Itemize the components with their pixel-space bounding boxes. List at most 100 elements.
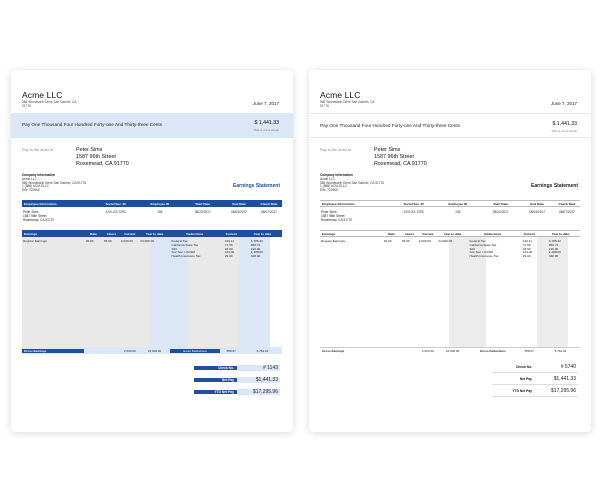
employee-id-cell: 105 (157, 210, 163, 214)
earning-rate: 20.00 (85, 239, 94, 243)
col-header: Employee Information (24, 201, 57, 206)
col-header: Start Date (493, 201, 508, 206)
company-info-line: EIN: 722960 (320, 188, 338, 193)
earnings-body: Regular Earnings 20.00 95.00 2,000.00 24… (320, 237, 580, 347)
deduction-ytd: 3,785.32 858.72 216.00 1,488.00 348.00 (548, 239, 561, 259)
deduction-ytd: 3,785.32 858.72 216.00 1,488.00 348.00 (250, 239, 263, 259)
company-header: Acme LLC 566 Woodworth Drive San Gabriel… (22, 90, 82, 108)
col-header: Rate (90, 231, 97, 236)
deduction-ytd-value: 216.00 (548, 246, 559, 251)
deduction-name: SDI (469, 246, 475, 251)
employee-row: Peter Sims 1587 96th Street Rosemead, CA… (320, 207, 580, 229)
col-header: Employee ID (448, 201, 468, 206)
amount-value: $ 1,441.33 (254, 120, 279, 126)
deduction-ytd-value: 858.72 (548, 242, 559, 247)
totals-row: Gross Earnings 2,000.00 24,000.00 Gross … (320, 347, 580, 354)
ytd-net-pay-value: $17,295.96 (237, 388, 280, 395)
amount-value: $ 1,441.33 (552, 121, 577, 127)
col-header: Year to date (443, 231, 462, 236)
deduction-names: Federal Tax California State Tax SDI Soc… (171, 239, 201, 259)
amount-in-words: Pay One Thousand Four Hundred Forty-one … (22, 122, 163, 127)
company-info-line: EIN: 722960 (22, 188, 40, 193)
net-pay-value: $1,441.33 (553, 376, 576, 382)
employee-info-cell: Peter Sims 1587 96th Street Rosemead, CA… (320, 210, 393, 222)
shade-panel (537, 237, 569, 347)
check-no-value: # 1143 (237, 364, 280, 371)
earning-current: 2,000.00 (418, 239, 431, 243)
deduction-current-value: 71.56 (224, 242, 233, 247)
employee-info-cell: Peter Sims 1587 96th Street Rosemead, CA… (22, 210, 95, 222)
check-date-cell: 06/07/2017 (261, 210, 277, 214)
employee-table-header: Employee Information Social Sec. ID Empl… (320, 200, 580, 207)
payee-city: Rosemead, CA 91770 (76, 160, 129, 167)
paystub-plain: Acme LLC 566 Woodworth Drive San Gabriel… (309, 70, 591, 432)
emp-street: 1587 96th Street (321, 214, 345, 218)
shade-panel (150, 237, 189, 347)
company-info-line: 1 (888) ACM-ELLC (320, 184, 347, 189)
payee-street: 1587 96th Street (374, 153, 414, 160)
col-header: Social Sec. ID (403, 201, 424, 206)
net-pay-label: Net Pay (194, 377, 237, 382)
company-info-line: Acme LLC (320, 176, 335, 181)
pay-to-label: Pay to the order of (320, 148, 352, 152)
payee-street: 1587 96th Street (76, 153, 116, 160)
deduction-current-value: 18.00 (522, 246, 531, 251)
earnings-table-header: Earnings Rate Hours Current Year to date… (320, 230, 580, 237)
net-pay-value: $1,441.33 (237, 376, 280, 383)
gross-ytd: 24,000.00 (147, 348, 162, 353)
summary-row: Net Pay $1,441.33 (194, 374, 280, 385)
summary-row: Check No. # 5740 (492, 362, 578, 373)
summary-row: YTD Net Pay $17,295.96 (492, 386, 578, 397)
col-header: Earnings (24, 231, 38, 236)
col-header: Current (124, 231, 136, 236)
deduction-name: Soc Sec / OASDI (469, 250, 494, 255)
company-info: Company Information Acme LLC 566 Woodwor… (22, 173, 86, 193)
col-header: Check Date (260, 201, 278, 206)
earnings-statement-title: Earnings Statement (531, 183, 578, 189)
ded-current: 558.67 (524, 349, 534, 353)
company-address: 566 Woodworth Drive San Gabriel, CA 9177… (22, 100, 77, 108)
employee-row: Peter Sims 1587 96th Street Rosemead, CA… (22, 207, 282, 229)
deduction-current-value: 29.00 (224, 254, 233, 259)
payee-city: Rosemead, CA 91770 (374, 160, 427, 167)
start-date-cell: 05/22/2017 (492, 210, 509, 214)
deduction-name: Federal Tax (469, 239, 486, 243)
earning-hours: 95.00 (103, 239, 112, 243)
earning-hours: 95.00 (401, 239, 410, 243)
deduction-name: Federal Tax (171, 239, 188, 243)
summary-box: Check No. # 1143 Net Pay $1,441.33 YTD N… (194, 362, 280, 398)
payee-address: Peter Sims 1587 96th Street Rosemead, CA… (374, 147, 464, 167)
col-header: Current (523, 231, 535, 236)
deduction-ytd-value: 3,785.32 (548, 239, 561, 243)
gross-earnings-label: Gross Earnings (322, 349, 345, 353)
deduction-ytd-value: 216.00 (250, 246, 261, 251)
col-header: Start Date (195, 201, 210, 206)
col-header: Year to date (253, 231, 272, 236)
shade-panel (22, 237, 151, 347)
shade-panel (239, 237, 271, 347)
payee-name: Peter Sims (374, 147, 401, 153)
amount-band: Pay One Thousand Four Hundred Forty-one … (309, 113, 591, 138)
col-header: Hours (405, 231, 415, 236)
emp-street: 1587 96th Street (23, 214, 47, 218)
col-header: Earnings (322, 231, 336, 236)
payee-address: Peter Sims 1587 96th Street Rosemead, CA… (76, 147, 166, 167)
deduction-current: 310.11 71.56 18.00 124.00 29.00 (522, 239, 533, 259)
gross-deductions-label: Gross Deductions (170, 348, 220, 353)
deduction-current-value: 18.00 (224, 246, 233, 251)
ytd-net-pay-value: $17,295.96 (550, 388, 576, 394)
gross-deductions-label: Gross Deductions (479, 349, 506, 353)
deduction-current: 310.11 71.56 18.00 124.00 29.00 (224, 239, 234, 259)
company-info-heading: Company Information (22, 173, 55, 177)
deduction-current-value: 124.00 (522, 250, 533, 255)
ssn-cell: XXX-XX-7293 (105, 210, 126, 214)
deduction-names: Federal Tax California State Tax SDI Soc… (469, 239, 499, 259)
deduction-ytd-value: 348.00 (250, 254, 261, 259)
summary-box: Check No. # 5740 Net Pay $1,441.33 YTD N… (492, 362, 578, 398)
col-header: Year to date (551, 231, 570, 236)
stub-date: June 7, 2017 (252, 101, 279, 106)
employee-id-cell: 105 (455, 210, 461, 214)
deduction-current-value: 29.00 (522, 254, 531, 259)
end-date-cell: 06/04/2017 (231, 210, 248, 214)
check-no-value: # 5740 (560, 364, 576, 370)
